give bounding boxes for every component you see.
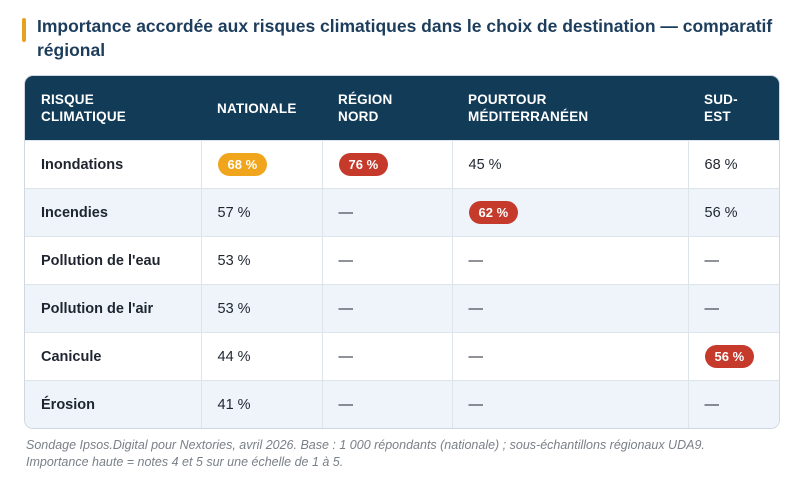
table-cell: 56 % (687, 188, 779, 237)
table-row: Érosion 41 % — — — (25, 380, 779, 428)
table-cell: 44 % (200, 332, 322, 381)
table-cell: — (321, 236, 452, 285)
highlight-badge: 62 % (468, 201, 519, 224)
table-cell: 56 % (687, 332, 779, 381)
table-cell: 41 % (200, 380, 322, 428)
row-label: Canicule (25, 332, 201, 381)
table-cell: — (687, 284, 779, 333)
table-cell: — (451, 332, 688, 381)
table-cell: — (451, 284, 688, 333)
table-cell: 53 % (200, 236, 322, 285)
row-label: Inondations (25, 140, 201, 189)
highlight-badge: 56 % (704, 345, 755, 368)
comparison-table-card: RISQUE CLIMATIQUE NATIONALE RÉGION NORD POURT… (24, 75, 780, 429)
table-cell: 53 % (200, 284, 322, 333)
table-row: Canicule 44 % — —56 % (25, 332, 779, 381)
column-header: NATIONALE (201, 76, 322, 141)
table-cell: 57 % (200, 188, 322, 237)
column-header: RISQUE CLIMATIQUE (25, 76, 201, 141)
table-body: Inondations 68 % 76 % 45 % 68 % Incendies 57 %… (25, 140, 779, 428)
row-label: Incendies (25, 188, 201, 237)
table-header-row: RISQUE CLIMATIQUE NATIONALE RÉGION NORD POURT… (25, 76, 779, 141)
table-row: Pollution de l'air 53 % — — — (25, 284, 779, 333)
table-row: Inondations 68 % 76 % 45 % 68 % (25, 140, 779, 189)
table-cell: 68 % (687, 140, 779, 189)
table-cell: — (451, 380, 688, 428)
table-cell: 68 % (200, 140, 322, 189)
table-row: Incendies 57 % — 62 % 56 % (25, 188, 779, 237)
title-block: Importance accordée aux risques climatiq… (22, 14, 782, 62)
table-cell: — (687, 236, 779, 285)
table-cell: 45 % (451, 140, 688, 189)
table-cell: — (321, 380, 452, 428)
page-title: Importance accordée aux risques climatiq… (37, 16, 773, 60)
table-cell: — (321, 332, 452, 381)
row-label: Érosion (25, 380, 201, 428)
table-cell: — (321, 284, 452, 333)
table-cell: — (687, 380, 779, 428)
title-accent-bar (22, 18, 26, 42)
highlight-badge: 68 % (217, 153, 268, 176)
highlight-badge: 76 % (338, 153, 389, 176)
risk-comparison-table: RISQUE CLIMATIQUE NATIONALE RÉGION NORD POURT… (25, 76, 779, 428)
footnote-definition: Importance haute = notes 4 et 5 sur une … (26, 455, 344, 469)
table-row: Pollution de l'eau 53 % — — — (25, 236, 779, 285)
footnote-source: Sondage Ipsos.Digital pour Nextories, av… (26, 438, 705, 452)
row-label: Pollution de l'air (25, 284, 201, 333)
table-cell: 76 % (321, 140, 452, 189)
table-cell: — (451, 236, 688, 285)
table-cell: 62 % (451, 188, 688, 237)
footnote: Sondage Ipsos.Digital pour Nextories, av… (26, 437, 786, 471)
table-cell: — (321, 188, 452, 237)
column-header: SUD- EST (688, 76, 779, 141)
column-header: RÉGION NORD (322, 76, 452, 141)
row-label: Pollution de l'eau (25, 236, 201, 285)
column-header: POURTOUR MÉDITERRANÉEN (452, 76, 688, 141)
